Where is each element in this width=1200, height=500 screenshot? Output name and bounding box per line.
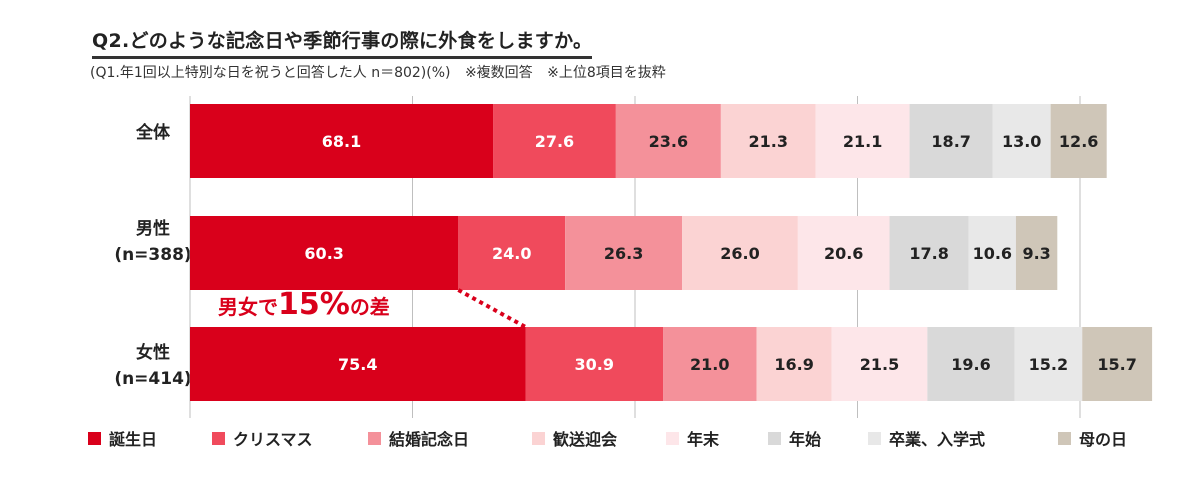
- data-label: 19.6: [951, 355, 990, 374]
- annotation-highlight: 15%: [278, 287, 350, 322]
- legend-item: 年末: [666, 426, 768, 450]
- subtitle-sample: (Q1.年1回以上特別な日を祝うと回答した人 n＝802)(%): [90, 65, 451, 81]
- legend-item: 結婚記念日: [368, 426, 532, 450]
- row-label-male: 男性 (n=388): [88, 216, 218, 268]
- data-label: 18.7: [931, 132, 970, 151]
- note-multiple-answers: ※複数回答: [464, 65, 533, 81]
- row-label-all: 全体: [88, 120, 218, 146]
- data-label: 13.0: [1002, 132, 1041, 151]
- row-label-male-text: 男性 (n=388): [114, 219, 192, 265]
- data-label: 68.1: [322, 132, 361, 151]
- legend-swatch: [868, 431, 881, 445]
- bar-segment: [1015, 216, 1058, 290]
- data-label: 9.3: [1022, 244, 1050, 263]
- bar-segment: [889, 216, 969, 290]
- bar-segment: [663, 327, 757, 401]
- data-label: 75.4: [338, 355, 377, 374]
- gender-gap-annotation: 男女で15%の差: [218, 287, 390, 322]
- bar-segment: [1082, 327, 1153, 401]
- legend-item: 誕生日: [88, 426, 212, 450]
- annotation-prefix: 男女で: [218, 295, 278, 319]
- bar-segment: [909, 104, 993, 178]
- bar-segment: [797, 216, 890, 290]
- data-label: 15.2: [1029, 355, 1068, 374]
- data-label: 26.3: [604, 244, 643, 263]
- bar-segment: [1050, 104, 1107, 178]
- legend-label: 年末: [687, 430, 720, 449]
- data-label: 17.8: [909, 244, 948, 263]
- bar-segment: [831, 327, 928, 401]
- legend: 誕生日 クリスマス 結婚記念日 歓送迎会 年末 年始 卒業、入学式 母の日: [88, 426, 1168, 450]
- legend-item: クリスマス: [212, 426, 368, 450]
- chart-subtitle: (Q1.年1回以上特別な日を祝うと回答した人 n＝802)(%) ※複数回答 ※…: [90, 62, 666, 82]
- data-label: 20.6: [824, 244, 863, 263]
- data-label: 21.3: [749, 132, 788, 151]
- row-label-female-text: 女性 (n=414): [114, 343, 192, 389]
- legend-swatch: [368, 431, 381, 445]
- data-label: 12.6: [1059, 132, 1098, 151]
- bar-segment: [190, 216, 459, 290]
- legend-swatch: [1058, 431, 1071, 445]
- bar-segment: [927, 327, 1015, 401]
- data-label: 23.6: [649, 132, 688, 151]
- legend-swatch: [768, 431, 781, 445]
- data-label: 21.5: [860, 355, 899, 374]
- data-label: 10.6: [973, 244, 1012, 263]
- bar-segment: [458, 216, 566, 290]
- legend-swatch: [88, 431, 101, 445]
- note-top-items: ※上位8項目を抜粋: [547, 65, 666, 81]
- legend-swatch: [532, 431, 545, 445]
- bar-segment: [1014, 327, 1083, 401]
- bar-segment: [615, 104, 721, 178]
- legend-label: 歓送迎会: [553, 430, 618, 449]
- legend-item: 卒業、入学式: [868, 426, 1058, 450]
- bar-segment: [968, 216, 1016, 290]
- annotation-suffix: の差: [349, 295, 390, 319]
- bar-segment: [190, 327, 526, 401]
- bar-segment: [756, 327, 832, 401]
- legend-swatch: [212, 431, 225, 445]
- row-label-all-text: 全体: [136, 123, 170, 143]
- legend-label: 卒業、入学式: [889, 430, 986, 449]
- legend-label: 結婚記念日: [389, 430, 470, 449]
- data-label: 24.0: [492, 244, 531, 263]
- bar-segment: [720, 104, 816, 178]
- legend-label: 母の日: [1079, 430, 1128, 449]
- bar-segment: [682, 216, 798, 290]
- legend-item: 母の日: [1058, 426, 1168, 450]
- bar-segment: [525, 327, 664, 401]
- data-label: 30.9: [575, 355, 614, 374]
- legend-item: 歓送迎会: [532, 426, 666, 450]
- gap-connector: [457, 288, 527, 329]
- bar-segment: [565, 216, 683, 290]
- data-label: 60.3: [304, 244, 343, 263]
- row-label-female: 女性 (n=414): [88, 340, 218, 392]
- data-label: 15.7: [1097, 355, 1136, 374]
- legend-label: 年始: [789, 430, 822, 449]
- legend-item: 年始: [768, 426, 868, 450]
- legend-swatch: [666, 431, 679, 445]
- legend-label: 誕生日: [109, 430, 158, 449]
- chart-title: Q2.どのような記念日や季節行事の際に外食をしますか。: [92, 26, 593, 59]
- bar-segment: [493, 104, 616, 178]
- bar-segment: [190, 104, 494, 178]
- bar-segment: [815, 104, 910, 178]
- data-label: 27.6: [535, 132, 574, 151]
- bar-segment: [992, 104, 1051, 178]
- legend-label: クリスマス: [233, 430, 313, 449]
- data-label: 16.9: [774, 355, 813, 374]
- data-label: 26.0: [720, 244, 759, 263]
- data-label: 21.0: [690, 355, 729, 374]
- data-label: 21.1: [843, 132, 882, 151]
